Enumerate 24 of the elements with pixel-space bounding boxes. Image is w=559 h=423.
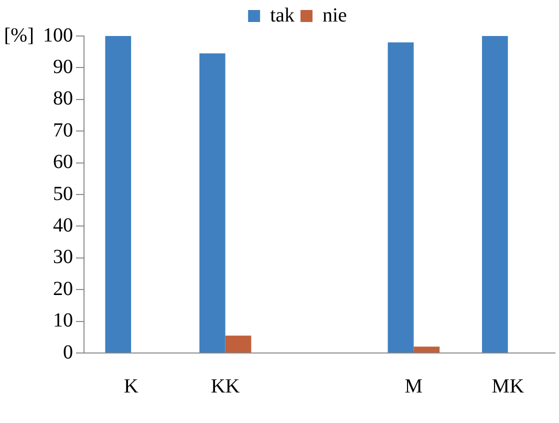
y-tick-label: 50 [53, 182, 73, 205]
bar [225, 336, 252, 352]
y-tick-label: 40 [53, 214, 73, 236]
legend-label: tak [270, 4, 295, 26]
bar [482, 36, 508, 352]
x-tick-label: MK [492, 375, 525, 398]
y-tick-label: 20 [53, 278, 73, 300]
x-tick-label: K [124, 375, 139, 398]
y-tick-label: 80 [53, 88, 73, 110]
y-tick-label: 60 [53, 151, 73, 174]
bar [105, 36, 132, 352]
legend-label: nie [322, 4, 348, 26]
bar [388, 42, 414, 352]
y-tick-label: 90 [53, 56, 73, 78]
bar [199, 53, 226, 352]
y-tick-label: 30 [53, 246, 73, 268]
x-tick-label: KK [210, 375, 240, 398]
bar [414, 346, 440, 352]
y-axis-title: [%] [4, 24, 34, 46]
y-tick-label: 10 [53, 310, 73, 332]
x-tick-label: M [404, 375, 423, 398]
y-tick-label: 100 [43, 24, 73, 46]
y-tick-label: 0 [63, 341, 73, 364]
y-tick-label: 70 [53, 119, 73, 142]
